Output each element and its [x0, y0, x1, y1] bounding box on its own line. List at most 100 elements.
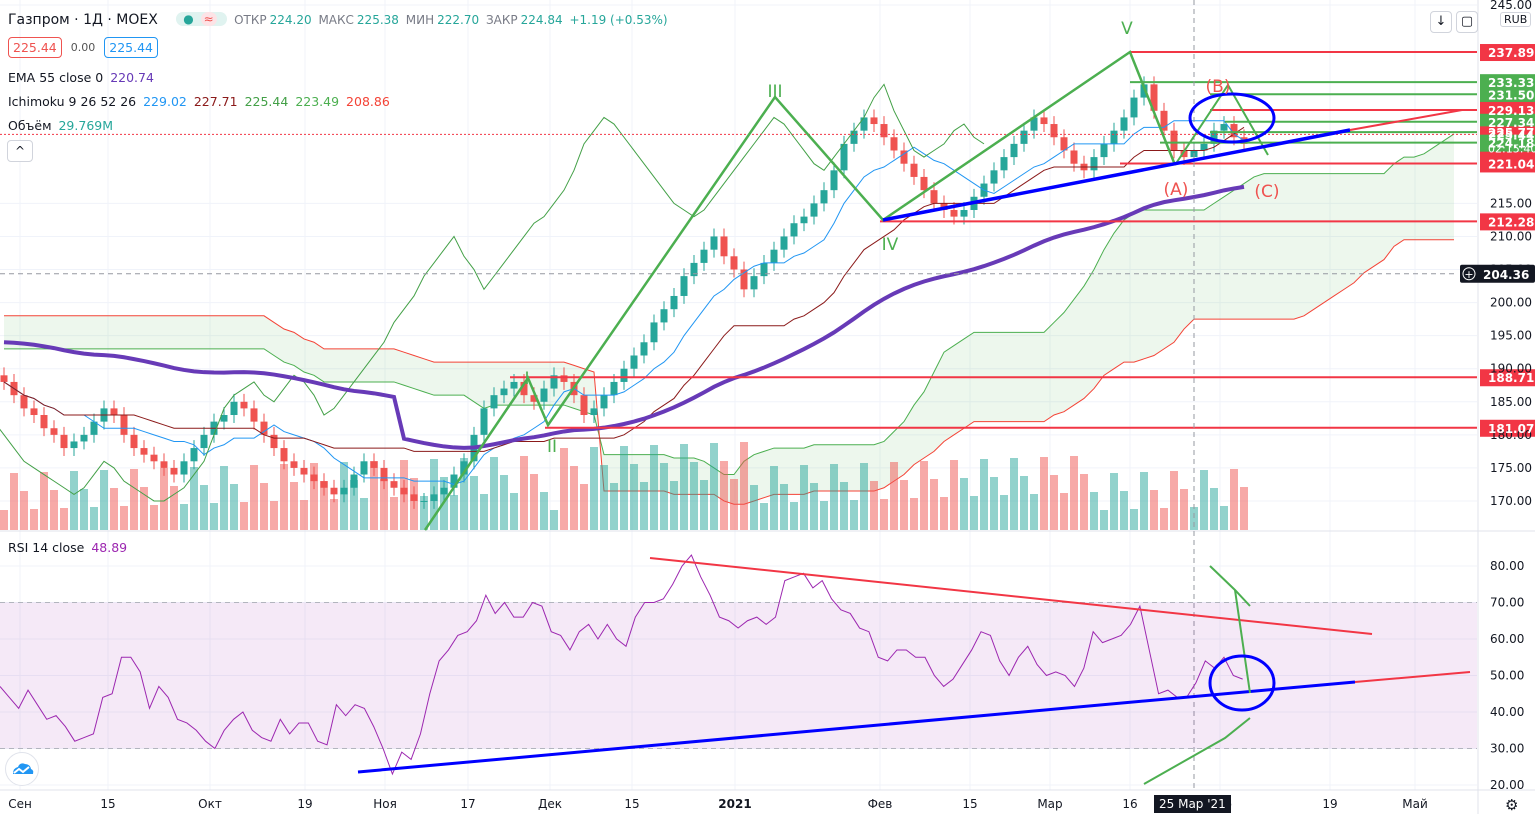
- volume-bar: [610, 483, 618, 530]
- buy-button[interactable]: 225.44: [104, 37, 158, 58]
- candle-body: [280, 448, 288, 462]
- scroll-to-latest-button[interactable]: ↓: [1430, 11, 1452, 33]
- volume-bar: [530, 474, 538, 530]
- close-value: 224.84: [520, 13, 563, 27]
- candle-body: [180, 461, 188, 475]
- market-open-dot-icon: ●: [183, 12, 194, 26]
- tradingview-logo[interactable]: [5, 752, 39, 786]
- low-label: МИН: [405, 13, 435, 27]
- candle-body: [430, 494, 438, 501]
- volume-bar: [560, 448, 568, 530]
- volume-bar: [600, 465, 608, 530]
- rsi-legend[interactable]: RSI 14 close 48.89: [8, 540, 130, 555]
- price-level-tag-text: 225.44: [1488, 128, 1534, 142]
- price-level-tag: [1480, 134, 1535, 152]
- candle-body: [350, 474, 358, 488]
- price-tick-label: 245.00: [1490, 0, 1532, 12]
- price-tick-label: 210.00: [1490, 229, 1532, 243]
- volume-label: Объём: [8, 118, 52, 133]
- candle-body: [1120, 117, 1128, 131]
- candle-body: [770, 249, 778, 263]
- price-tick-label: 195.00: [1490, 329, 1532, 343]
- candle-body: [540, 388, 548, 402]
- volume-bar: [1070, 456, 1078, 530]
- fullscreen-button[interactable]: ▢: [1456, 11, 1478, 33]
- volume-bar: [1040, 457, 1048, 530]
- candle-body: [1130, 97, 1138, 118]
- wave-label: (B): [1206, 77, 1231, 97]
- ichimoku-tenkan-value: 229.02: [143, 94, 187, 109]
- price-level-tag-text: 229.13: [1488, 104, 1534, 118]
- volume-bar: [240, 502, 248, 530]
- candle-body: [1110, 130, 1118, 144]
- volume-bar: [420, 496, 428, 530]
- volume-bar: [10, 473, 18, 530]
- volume-bar: [60, 508, 68, 530]
- crosshair-price-tag: [1460, 264, 1535, 283]
- time-tick-label: 15: [962, 797, 977, 811]
- volume-bar: [450, 495, 458, 530]
- rsi-tick-label: 40.00: [1490, 705, 1524, 719]
- ema-value: 220.74: [110, 70, 154, 85]
- sell-button[interactable]: 225.44: [8, 37, 62, 58]
- wave-label: III: [767, 82, 782, 102]
- wave-label: IV: [882, 235, 899, 255]
- candle-body: [1140, 84, 1148, 98]
- volume-value: 29.769M: [58, 118, 114, 133]
- symbol-title[interactable]: Газпром · 1Д · MOEX: [8, 12, 158, 28]
- volume-bar: [190, 467, 198, 530]
- ema-55-line: [3, 184, 1245, 450]
- volume-bar: [1120, 491, 1128, 530]
- market-status-pill[interactable]: ● ≈: [176, 12, 227, 26]
- ema-legend[interactable]: EMA 55 close 0 220.74: [8, 70, 157, 85]
- volume-bar: [1130, 509, 1138, 530]
- currency-label[interactable]: RUB: [1500, 12, 1532, 27]
- volume-bar: [500, 475, 508, 530]
- settings-gear-icon[interactable]: ⚙: [1505, 796, 1519, 814]
- ichimoku-legend[interactable]: Ichimoku 9 26 52 26 229.02 227.71 225.44…: [8, 94, 393, 109]
- candle-body: [1150, 84, 1158, 111]
- kijun-sen-line: [3, 126, 1245, 452]
- wave-label: II: [547, 437, 557, 457]
- candle-body: [510, 381, 518, 389]
- collapse-legend-button[interactable]: ^: [7, 140, 33, 162]
- volume-bar: [380, 479, 388, 530]
- candle-body: [50, 428, 58, 435]
- candle-body: [990, 170, 998, 184]
- volume-bar: [1110, 473, 1118, 530]
- time-tick-label: Мар: [1037, 797, 1062, 811]
- crosshair-price-text: 204.36: [1483, 268, 1529, 282]
- volume-legend[interactable]: Объём 29.769M: [8, 118, 116, 133]
- candle-body: [1020, 130, 1028, 144]
- candle-body: [360, 461, 368, 475]
- rsi-wave-line: [1209, 565, 1251, 607]
- volume-bar: [1100, 510, 1108, 530]
- low-value: 222.70: [437, 13, 480, 27]
- volume-bar: [50, 490, 58, 530]
- candle-body: [1090, 157, 1098, 171]
- candle-body: [290, 461, 298, 468]
- volume-bar: [40, 472, 48, 530]
- highlight-circle: [1188, 92, 1276, 144]
- volume-bar: [140, 487, 148, 530]
- volume-bar: [1160, 508, 1168, 530]
- candle-body: [40, 415, 48, 429]
- ichimoku-label: Ichimoku 9 26 52 26: [8, 94, 137, 109]
- candle-body: [390, 481, 398, 488]
- tenkan-sen-line: [3, 120, 1245, 485]
- price-tick-label: 200.00: [1490, 296, 1532, 310]
- candle-body: [300, 467, 308, 475]
- wave-label: I: [524, 369, 529, 389]
- candle-body: [690, 262, 698, 277]
- ema-label: EMA 55 close 0: [8, 70, 104, 85]
- volume-bar: [920, 461, 928, 530]
- rsi-highlight-circle: [1208, 654, 1276, 712]
- volume-bar: [540, 492, 548, 530]
- candle-body: [1040, 117, 1048, 125]
- arrow-down-icon: ↓: [1435, 14, 1447, 29]
- price-tick-label: 215.00: [1490, 196, 1532, 210]
- data-delay-icon: ≈: [200, 12, 217, 26]
- candle-body: [710, 236, 718, 250]
- volume-bar: [630, 464, 638, 530]
